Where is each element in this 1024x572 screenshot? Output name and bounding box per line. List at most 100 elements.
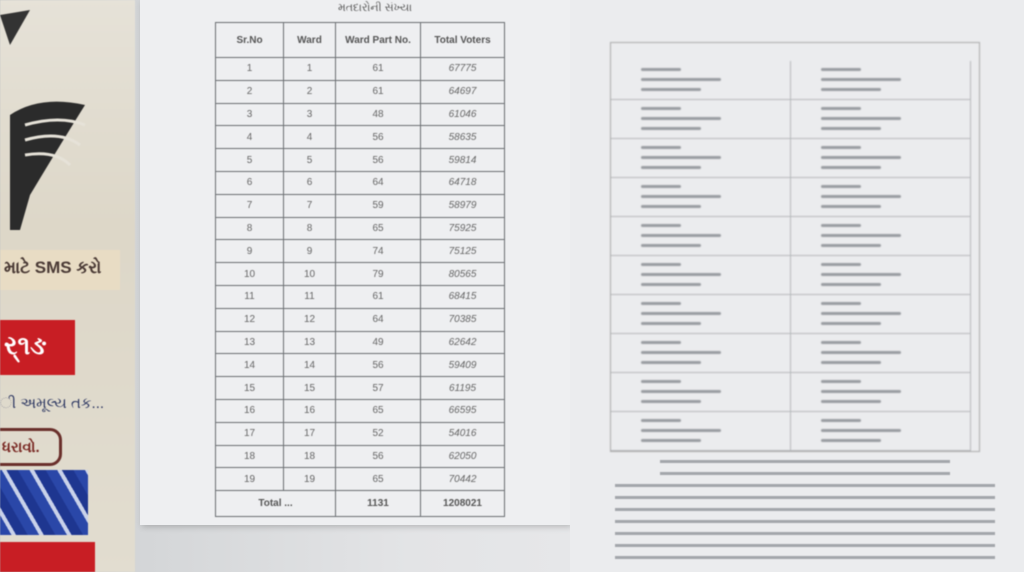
cell-ward: 6 (283, 170, 336, 195)
cell-ward-part: 59 (335, 193, 421, 218)
cell-ward: 4 (283, 125, 336, 150)
cell-srno: 2 (215, 79, 284, 104)
cell-ward-part: 61 (335, 57, 421, 81)
candidate-entry (791, 412, 971, 451)
cell-srno: 18 (215, 444, 284, 469)
cell-srno: 19 (215, 467, 284, 492)
poster-line: ી અમૂલ્ય તક... (0, 395, 105, 412)
candidate-entry (791, 100, 971, 139)
candidate-entry (791, 178, 971, 217)
candidate-entry (791, 295, 971, 334)
table-row: 12 12 64 70385 (215, 307, 505, 332)
candidate-entry (611, 100, 791, 139)
cell-ward-part: 64 (335, 170, 421, 195)
sms-text: માટે SMS કરો (0, 250, 120, 290)
table-row: 9 9 74 75125 (215, 239, 505, 264)
total-row: Total ... 1131 1208021 (215, 490, 505, 518)
cell-ward: 3 (283, 102, 336, 127)
cell-ward: 17 (283, 421, 336, 446)
cell-srno: 17 (215, 421, 284, 446)
cell-total-voters: 66595 (420, 398, 505, 423)
header-srno: Sr.No (215, 22, 284, 58)
table-row: 5 5 56 59814 (215, 148, 505, 172)
table-row: 6 6 64 64718 (215, 170, 505, 195)
cell-srno: 3 (215, 102, 284, 127)
cell-total-voters: 80565 (420, 262, 505, 286)
candidate-entry (611, 217, 791, 256)
cell-srno: 12 (215, 307, 284, 332)
table-header-row: Sr.No Ward Ward Part No. Total Voters (215, 22, 505, 58)
cell-ward-part: 64 (335, 307, 421, 332)
cell-ward: 10 (283, 262, 336, 286)
table-row: 10 10 79 80565 (215, 262, 505, 286)
cell-total-voters: 68415 (420, 284, 505, 309)
cell-total-voters: 58979 (420, 193, 505, 218)
candidate-entry (791, 256, 971, 295)
cell-ward-part: 56 (335, 444, 421, 469)
cell-ward-part: 57 (335, 376, 421, 400)
cell-ward-part: 48 (335, 102, 421, 127)
candidate-entry (611, 139, 791, 178)
candidate-entry (611, 61, 791, 100)
cell-srno: 1 (215, 57, 284, 81)
candidate-sheet (570, 0, 1024, 572)
cell-total-voters: 64718 (420, 170, 505, 195)
cell-srno: 8 (215, 216, 284, 241)
header-total-voters: Total Voters (420, 22, 505, 58)
cell-total-voters: 54016 (420, 421, 505, 446)
cell-srno: 11 (215, 284, 284, 309)
cell-srno: 13 (215, 330, 284, 355)
candidate-entry (611, 412, 791, 451)
cell-ward: 7 (283, 193, 336, 218)
table-row: 11 11 61 68415 (215, 284, 505, 309)
total-label: Total ... (215, 490, 336, 518)
table-row: 4 4 56 58635 (215, 125, 505, 150)
poster-pill: ધરાવો. (0, 428, 62, 466)
header-ward-part: Ward Part No. (335, 22, 421, 58)
cell-ward-part: 61 (335, 284, 421, 309)
left-poster: માટે SMS કરો ર્૧ઙ ી અમૂલ્ય તક... ધરાવો. (0, 0, 135, 572)
candidate-entry (611, 373, 791, 412)
cell-total-voters: 58635 (420, 125, 505, 150)
table-row: 16 16 65 66595 (215, 398, 505, 423)
cell-ward: 12 (283, 307, 336, 332)
cell-ward-part: 65 (335, 398, 421, 423)
candidate-entry (791, 61, 971, 100)
cell-total-voters: 75925 (420, 216, 505, 241)
cell-total-voters: 75125 (420, 239, 505, 264)
cell-ward: 1 (283, 57, 336, 81)
cell-total-voters: 62050 (420, 444, 505, 469)
total-parts: 1131 (335, 490, 421, 518)
cell-total-voters: 61195 (420, 376, 505, 400)
cell-ward: 18 (283, 444, 336, 469)
cell-ward: 5 (283, 148, 336, 172)
header-ward: Ward (283, 22, 336, 58)
table-row: 8 8 65 75925 (215, 216, 505, 241)
cell-total-voters: 59814 (420, 148, 505, 172)
table-row: 7 7 59 58979 (215, 193, 505, 218)
cell-srno: 16 (215, 398, 284, 423)
cell-srno: 14 (215, 353, 284, 378)
cell-total-voters: 62642 (420, 330, 505, 355)
cell-ward-part: 74 (335, 239, 421, 264)
cell-total-voters: 59409 (420, 353, 505, 378)
cell-srno: 5 (215, 148, 284, 172)
table-row: 17 17 52 54016 (215, 421, 505, 446)
cell-ward: 15 (283, 376, 336, 400)
table-row: 15 15 57 61195 (215, 376, 505, 400)
table-row: 3 3 48 61046 (215, 102, 505, 127)
candidate-entry (791, 217, 971, 256)
candidate-entry (611, 178, 791, 217)
cell-total-voters: 67775 (420, 57, 505, 81)
table-row: 18 18 56 62050 (215, 444, 505, 469)
cell-srno: 4 (215, 125, 284, 150)
cell-ward: 2 (283, 79, 336, 104)
candidate-entry (611, 334, 791, 373)
candidate-entry (791, 334, 971, 373)
candidate-entry (791, 139, 971, 178)
cell-ward: 13 (283, 330, 336, 355)
cell-srno: 15 (215, 376, 284, 400)
red-badge: ર્૧ઙ (0, 320, 75, 375)
red-strip (0, 542, 95, 572)
cell-ward: 8 (283, 216, 336, 241)
